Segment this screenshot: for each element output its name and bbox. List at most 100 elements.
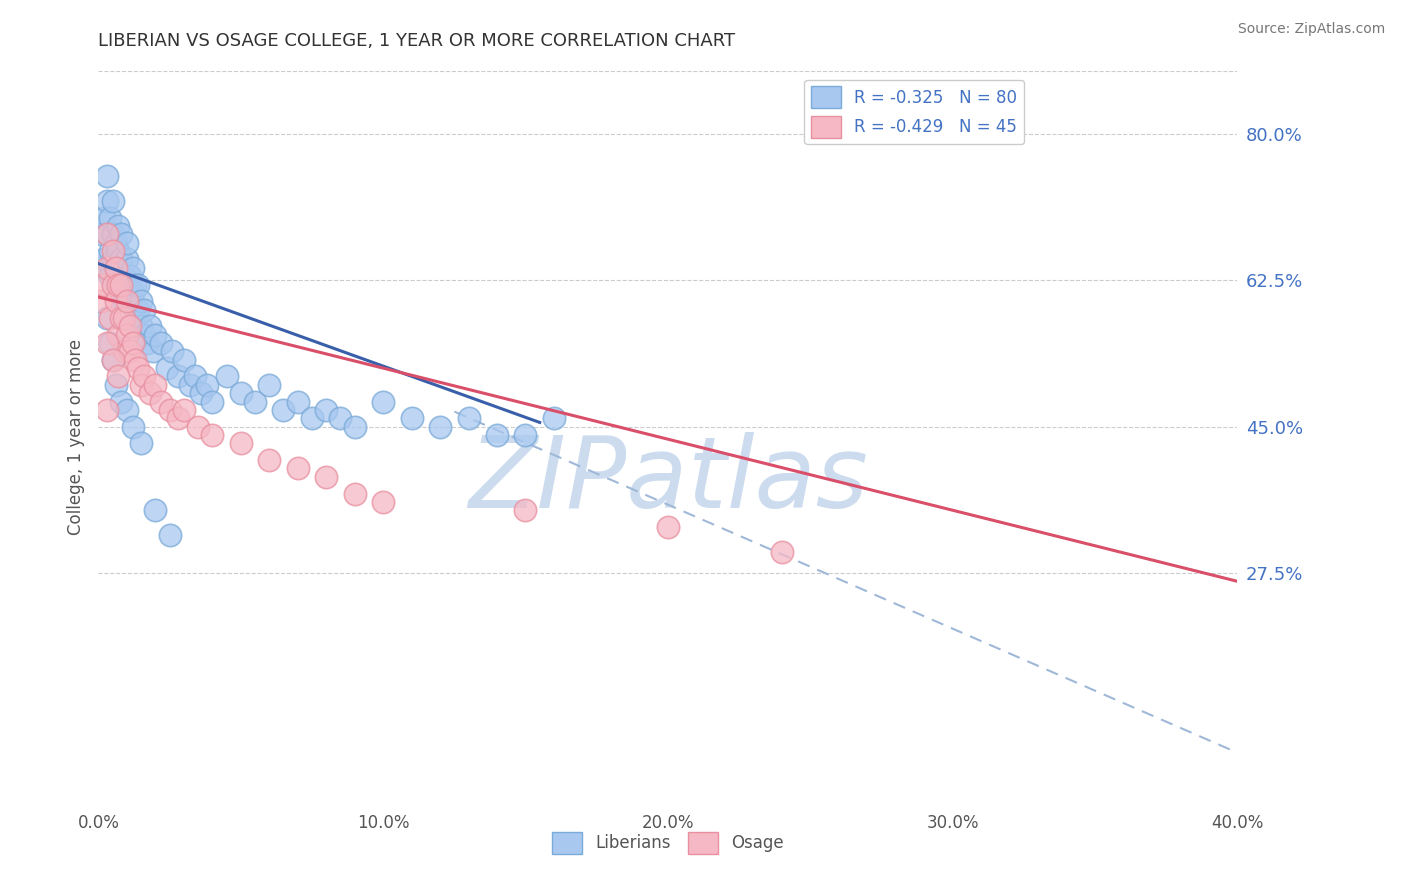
Point (173, 403, 195, 417)
Point (124, 277, 146, 292)
Point (101, 227, 124, 242)
Point (127, 302, 149, 317)
Point (156, 361, 179, 376)
Y-axis label: College, 1 year or more: College, 1 year or more (66, 339, 84, 535)
Point (173, 352, 195, 367)
Point (657, 520, 679, 534)
Point (96, 227, 118, 242)
Point (145, 327, 167, 342)
Point (167, 411, 190, 425)
Point (107, 369, 129, 384)
Point (259, 453, 281, 467)
Point (543, 411, 565, 425)
Point (515, 428, 537, 442)
Point (101, 194, 124, 208)
Point (115, 327, 138, 342)
Point (132, 327, 155, 342)
Point (118, 344, 141, 359)
Point (115, 403, 138, 417)
Point (115, 294, 138, 309)
Point (401, 411, 423, 425)
Point (96, 310, 118, 325)
Point (112, 310, 135, 325)
Text: LIBERIAN VS OSAGE COLLEGE, 1 YEAR OR MORE CORRELATION CHART: LIBERIAN VS OSAGE COLLEGE, 1 YEAR OR MOR… (98, 32, 735, 50)
Point (273, 403, 295, 417)
Point (121, 260, 143, 275)
Point (96, 403, 118, 417)
Point (104, 252, 127, 267)
Point (315, 403, 337, 417)
Point (343, 419, 366, 434)
Point (770, 545, 793, 559)
Point (457, 411, 479, 425)
Point (243, 394, 266, 409)
Point (373, 495, 395, 509)
Point (187, 419, 209, 434)
Point (287, 461, 309, 475)
Point (101, 352, 124, 367)
Point (112, 269, 135, 284)
Point (129, 294, 152, 309)
Point (127, 361, 149, 376)
Point (96, 260, 118, 275)
Point (201, 428, 224, 442)
Point (159, 403, 181, 417)
Point (121, 285, 143, 300)
Point (159, 528, 181, 542)
Point (301, 411, 323, 425)
Point (118, 294, 141, 309)
Point (129, 319, 152, 334)
Point (112, 344, 135, 359)
Point (96, 169, 118, 183)
Point (315, 470, 337, 484)
Point (110, 277, 132, 292)
Point (343, 486, 366, 500)
Point (96, 336, 118, 351)
Point (215, 369, 238, 384)
Point (515, 503, 537, 517)
Point (145, 503, 167, 517)
Point (135, 336, 157, 351)
Point (141, 344, 163, 359)
Text: ZIPatlas: ZIPatlas (468, 433, 868, 530)
Point (93, 211, 115, 225)
Point (373, 394, 395, 409)
Point (107, 219, 129, 233)
Point (112, 294, 135, 309)
Point (107, 277, 129, 292)
Point (121, 419, 143, 434)
Point (101, 352, 124, 367)
Point (115, 235, 138, 250)
Point (115, 277, 138, 292)
Point (98, 310, 121, 325)
Point (184, 369, 207, 384)
Point (101, 252, 124, 267)
Point (93, 277, 115, 292)
Point (115, 252, 138, 267)
Point (107, 327, 129, 342)
Point (118, 319, 141, 334)
Point (90, 294, 112, 309)
Point (98, 336, 121, 351)
Point (229, 436, 252, 450)
Point (287, 394, 309, 409)
Point (110, 394, 132, 409)
Point (104, 377, 127, 392)
Point (162, 344, 184, 359)
Point (107, 244, 129, 258)
Point (229, 386, 252, 401)
Point (110, 277, 132, 292)
Point (93, 252, 115, 267)
Legend: Liberians, Osage: Liberians, Osage (546, 826, 790, 860)
Point (118, 269, 141, 284)
Point (98, 244, 121, 258)
Point (107, 269, 129, 284)
Point (104, 294, 127, 309)
Point (110, 310, 132, 325)
Point (150, 394, 173, 409)
Point (138, 319, 160, 334)
Point (195, 377, 218, 392)
Point (129, 436, 152, 450)
Point (167, 369, 190, 384)
Point (101, 277, 124, 292)
